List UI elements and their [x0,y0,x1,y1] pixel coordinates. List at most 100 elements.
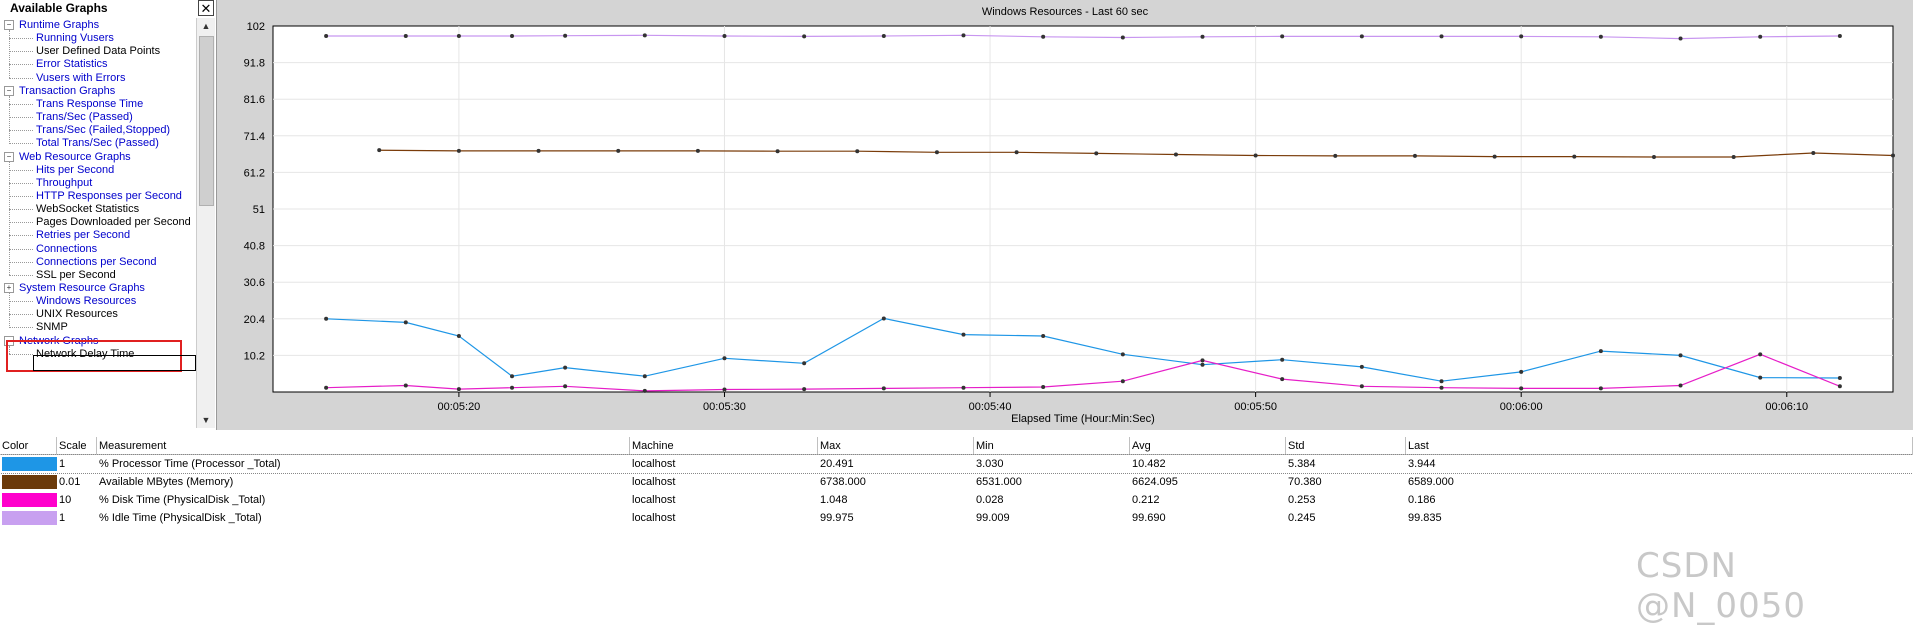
column-header-max[interactable]: Max [818,437,974,455]
tree-item-label[interactable]: WebSocket Statistics [36,203,140,216]
data-point [1811,151,1816,156]
scroll-thumb[interactable] [199,36,214,206]
tree-connector [9,274,33,276]
tree-item-label[interactable]: SSL per Second [36,268,116,281]
table-row[interactable]: 0.01 Available MBytes (Memory) localhost 67… [0,473,1913,491]
data-point [722,356,727,361]
cell-machine: localhost [632,476,676,488]
tree-connector [9,222,33,224]
table-row[interactable]: 1 % Idle Time (PhysicalDisk _Total) localh… [0,509,1913,527]
tree-connector [9,235,33,237]
tree-item-label[interactable]: Windows Resources [36,295,137,308]
tree-item-label[interactable]: Pages Downloaded per Second [36,216,191,229]
tree-group-label[interactable]: Runtime Graphs [19,19,100,31]
cell-measurement: % Processor Time (Processor _Total) [99,458,281,470]
tree-connector [9,51,33,53]
tree-item-label[interactable]: Trans/Sec (Passed) [36,111,133,124]
tree-item-label[interactable]: Trans/Sec (Failed,Stopped) [36,124,171,137]
tree-group-label[interactable]: System Resource Graphs [19,282,145,294]
collapse-icon[interactable]: − [4,151,14,162]
tree-item-label[interactable]: User Defined Data Points [36,45,161,58]
column-header-min[interactable]: Min [974,437,1130,455]
column-header-std[interactable]: Std [1286,437,1406,455]
tree-item-label[interactable]: Connections per Second [36,255,157,268]
column-header-color[interactable]: Color [0,437,57,455]
tree-connector [9,195,33,197]
data-point [1439,379,1444,384]
color-swatch[interactable] [2,493,57,507]
color-swatch[interactable] [2,511,57,525]
column-header-avg[interactable]: Avg [1130,437,1286,455]
data-point [1120,379,1125,384]
data-point [802,34,807,39]
collapse-icon[interactable]: − [4,85,14,96]
data-point [695,148,700,153]
color-swatch[interactable] [2,475,57,489]
scroll-down-icon[interactable]: ▼ [201,415,211,425]
y-tick-label: 10.2 [244,350,265,362]
column-header-scale[interactable]: Scale [57,437,97,455]
tree-item-label[interactable]: Network Delay Time [36,347,135,360]
cell-measurement: Available MBytes (Memory) [99,476,234,488]
data-point [324,316,329,321]
tree-item-label[interactable]: Connections [36,242,98,255]
tree-item-label[interactable]: Error Statistics [36,58,108,71]
data-point [881,386,886,391]
tree-item-label[interactable]: UNIX Resources [36,308,118,321]
tree-group-label[interactable]: Transaction Graphs [19,84,116,97]
cell-min: 3.030 [976,458,1004,470]
table-row[interactable]: 1 % Processor Time (Processor _Total) loca… [0,454,1913,474]
tree-item-label[interactable]: Vusers with Errors [36,71,126,84]
tree-group-label[interactable]: Web Resource Graphs [19,150,131,163]
tree-item-label[interactable]: SNMP [36,321,68,334]
data-point [324,34,329,39]
data-point [1359,384,1364,389]
cell-std: 5.384 [1288,458,1316,470]
data-point [1519,369,1524,374]
data-point [1837,376,1842,381]
cell-measurement: % Disk Time (PhysicalDisk _Total) [99,494,266,506]
tree-connector [9,327,33,329]
x-tick-label: 00:05:40 [969,401,1012,413]
x-tick-label: 00:06:10 [1765,401,1808,413]
data-point [1758,352,1763,357]
data-point [563,384,568,389]
close-icon[interactable]: ✕ [198,0,214,16]
column-header-last[interactable]: Last [1406,437,1913,455]
tree-item-label[interactable]: HTTP Responses per Second [36,189,182,202]
x-axis: 00:05:20 00:05:30 00:05:40 00:05:50 00:06:00… [437,392,1808,413]
cell-std: 0.253 [1288,494,1316,506]
data-point [642,388,647,393]
column-header-machine[interactable]: Machine [630,437,818,455]
collapse-icon[interactable]: − [4,20,14,30]
tree-item-label[interactable]: Running Vusers [36,32,114,45]
grid-layer [273,26,1893,392]
tree-item-label[interactable]: Trans Response Time [36,97,144,110]
tree-item-label[interactable]: Total Trans/Sec (Passed) [36,137,159,150]
data-point [775,149,780,154]
data-point [1837,384,1842,389]
scroll-up-icon[interactable]: ▲ [201,21,211,31]
expand-icon[interactable]: + [4,283,14,293]
table-row[interactable]: 10 % Disk Time (PhysicalDisk _Total) local… [0,491,1913,509]
cell-measurement: % Idle Time (PhysicalDisk _Total) [99,512,262,524]
tree-scrollbar[interactable]: ▲ ▼ [196,18,215,428]
panel-header: Available Graphs ✕ [0,0,216,16]
tree-item-label[interactable]: Hits per Second [36,163,115,176]
y-tick-label: 20.4 [244,314,265,326]
y-tick-label: 102 [247,21,265,33]
tree-item-label[interactable]: Throughput [36,176,93,189]
color-swatch[interactable] [2,457,57,471]
y-tick-label: 61.2 [244,167,265,179]
cell-avg: 10.482 [1132,458,1166,470]
color-swatch-cell [0,455,57,473]
tree-connector [9,95,10,144]
data-point [456,387,461,392]
column-header-measurement[interactable]: Measurement [97,437,630,455]
tree-item-label[interactable]: Retries per Second [36,229,131,242]
y-tick-label: 40.8 [244,241,265,253]
color-swatch-cell [0,491,57,509]
data-point [1253,153,1258,158]
data-point [1094,151,1099,156]
data-point [1891,153,1895,158]
